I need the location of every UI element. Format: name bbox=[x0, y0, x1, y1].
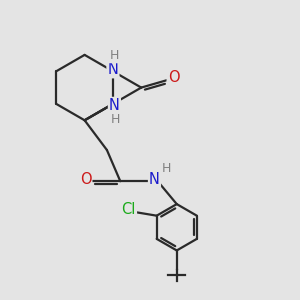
Text: H: H bbox=[111, 113, 121, 126]
Text: H: H bbox=[110, 49, 119, 62]
Text: O: O bbox=[80, 172, 91, 187]
Text: N: N bbox=[149, 172, 160, 187]
Text: N: N bbox=[109, 98, 120, 113]
Text: H: H bbox=[162, 162, 171, 175]
Text: N: N bbox=[107, 62, 118, 77]
Text: Cl: Cl bbox=[122, 202, 136, 217]
Text: O: O bbox=[168, 70, 179, 85]
